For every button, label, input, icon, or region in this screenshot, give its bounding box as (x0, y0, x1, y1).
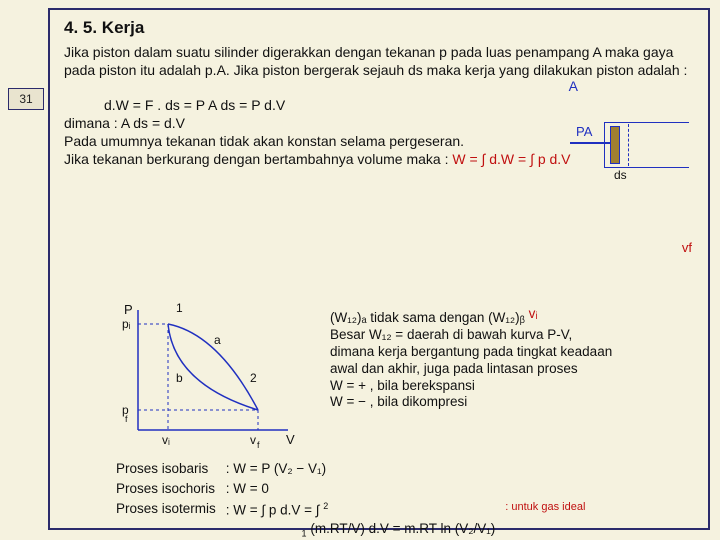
svg-text:f: f (257, 440, 260, 450)
label-A: A (569, 78, 578, 96)
equation-dW: d.W = F . ds = P A ds = P d.V (104, 97, 698, 113)
svg-text:v: v (250, 433, 256, 447)
svg-text:P: P (124, 302, 133, 317)
svg-text:pᵢ: pᵢ (122, 317, 131, 331)
svg-text:a: a (214, 333, 221, 347)
svg-text:b: b (176, 371, 183, 385)
svg-text:2: 2 (250, 371, 257, 385)
piston-diagram: PA ds (570, 122, 690, 176)
slide-number: 31 (8, 88, 44, 110)
work-notes: (W₁₂)ₐ tidak sama dengan (W₁₂)ᵦ vᵢ Besar… (330, 310, 700, 411)
section-title: 4. 5. Kerja (64, 18, 698, 38)
intro-paragraph: Jika piston dalam suatu silinder digerak… (64, 44, 698, 79)
slide-content: 4. 5. Kerja Jika piston dalam suatu sili… (48, 8, 710, 530)
label-vf-right: vf (682, 240, 692, 255)
svg-text:1: 1 (176, 301, 183, 315)
svg-text:vᵢ: vᵢ (162, 433, 170, 447)
process-table: Proses isobaris : W = P (V₂ − V₁) Proses… (114, 458, 595, 542)
label-ds: ds (614, 168, 627, 182)
svg-text:V: V (286, 432, 295, 447)
pv-graph: P V 1 a b 2 pᵢ p f vᵢ v f (118, 300, 298, 450)
label-PA: PA (576, 124, 592, 139)
